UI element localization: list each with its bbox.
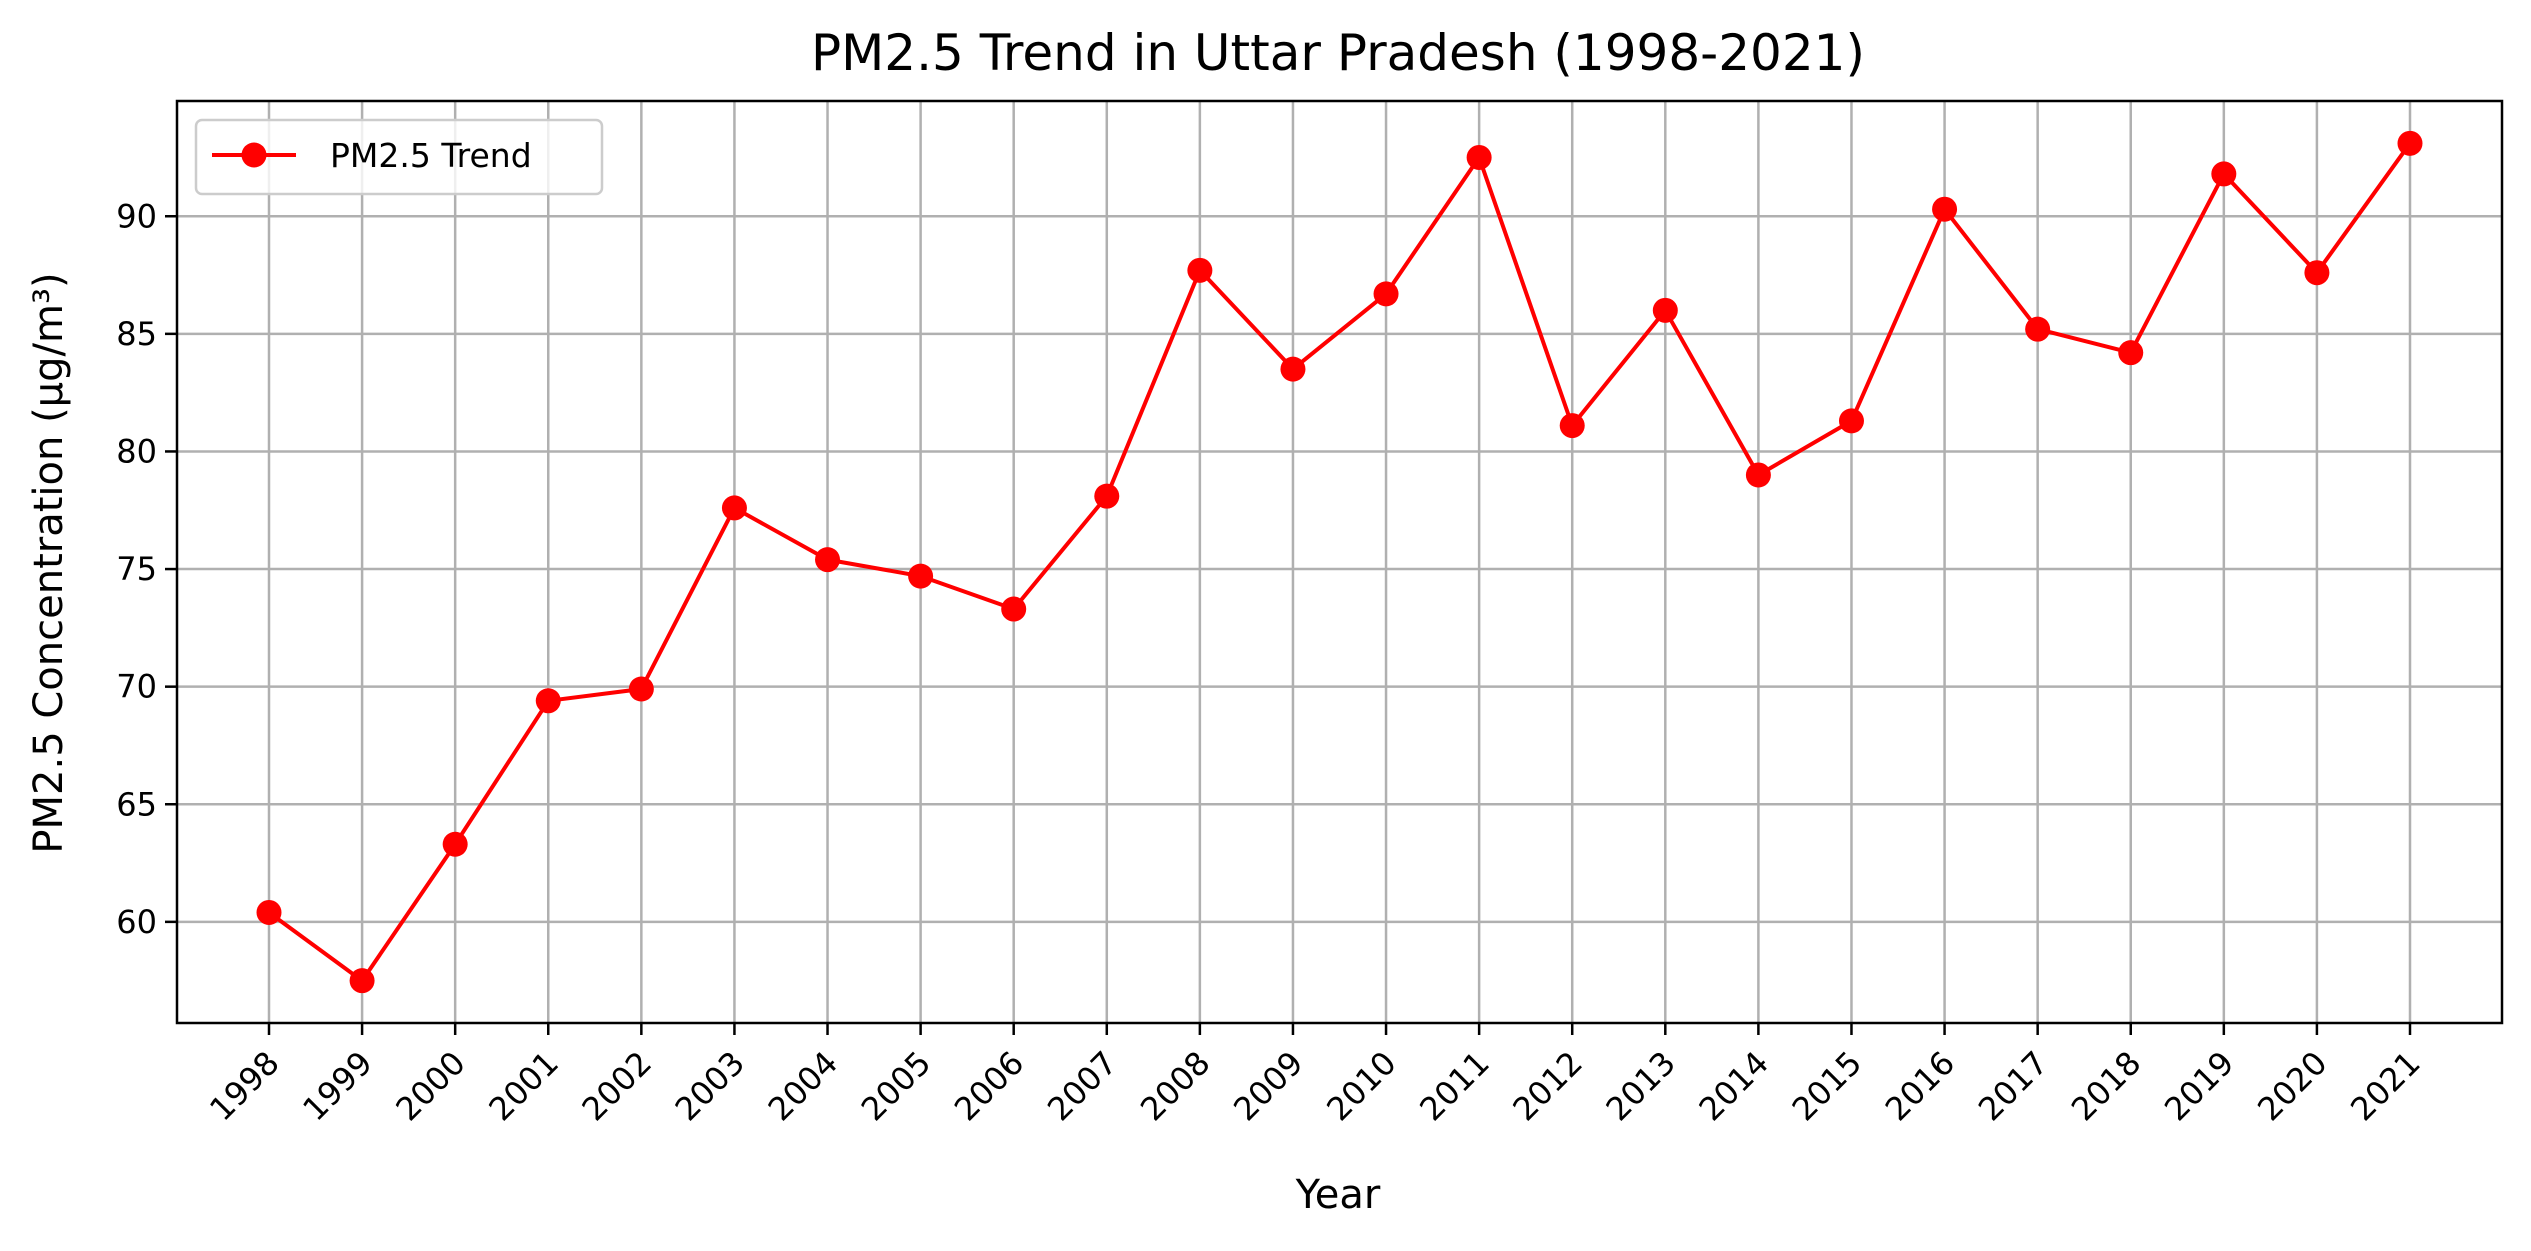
y-axis-label: PM2.5 Concentration (µg/m³) bbox=[26, 272, 72, 853]
y-axis-ticks: 60 65 70 75 80 85 90 bbox=[116, 197, 177, 941]
data-point bbox=[1187, 257, 1213, 283]
chart-title: PM2.5 Trend in Uttar Pradesh (1998-2021) bbox=[811, 24, 1865, 82]
data-point bbox=[1745, 462, 1771, 488]
data-point bbox=[2211, 161, 2237, 187]
data-point bbox=[2304, 260, 2330, 286]
data-point bbox=[1838, 408, 1864, 434]
data-point bbox=[2025, 316, 2051, 342]
y-tick-label: 60 bbox=[116, 903, 157, 941]
legend: PM2.5 Trend bbox=[194, 118, 604, 196]
legend-box bbox=[194, 118, 604, 196]
data-point bbox=[908, 563, 934, 589]
y-tick-label: 65 bbox=[116, 785, 157, 823]
y-tick-label: 80 bbox=[116, 432, 157, 470]
data-point bbox=[1280, 356, 1306, 382]
data-point bbox=[442, 831, 468, 857]
x-axis-label: Year bbox=[1295, 1172, 1381, 1218]
series-line bbox=[267, 142, 2412, 983]
plot-area-frame bbox=[175, 99, 2504, 1025]
data-point bbox=[535, 688, 561, 714]
data-point bbox=[1652, 297, 1678, 323]
data-point bbox=[1559, 413, 1585, 439]
data-point bbox=[721, 495, 747, 521]
data-point bbox=[1001, 596, 1027, 622]
y-tick-label: 70 bbox=[116, 668, 157, 706]
series-layer bbox=[256, 130, 2423, 994]
y-tick-label: 85 bbox=[116, 315, 157, 353]
data-point bbox=[349, 968, 375, 994]
data-point bbox=[1373, 281, 1399, 307]
data-point bbox=[815, 547, 841, 573]
legend-marker-swatch bbox=[241, 142, 267, 168]
data-point bbox=[628, 676, 654, 702]
grid-lines bbox=[177, 101, 2502, 1023]
y-tick-label: 90 bbox=[116, 197, 157, 235]
data-point bbox=[1466, 144, 1492, 170]
y-tick-label: 75 bbox=[116, 550, 157, 588]
data-point bbox=[256, 899, 282, 925]
data-point bbox=[1094, 483, 1120, 509]
data-point bbox=[1932, 196, 1958, 222]
data-point bbox=[2397, 130, 2423, 156]
legend-label: PM2.5 Trend bbox=[330, 136, 532, 175]
data-point bbox=[2118, 340, 2144, 366]
